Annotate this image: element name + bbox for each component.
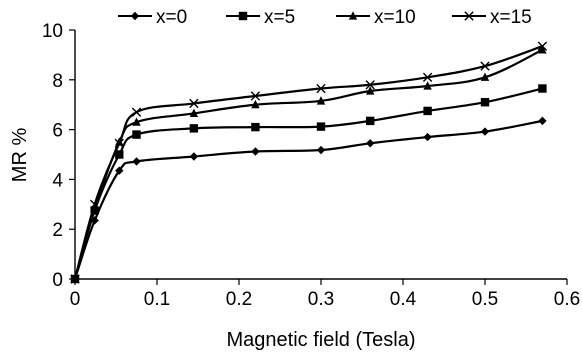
- data-point: [366, 116, 375, 126]
- data-point: [538, 84, 547, 93]
- data-point: [480, 72, 490, 81]
- data-point: [423, 132, 432, 142]
- x-tick-label: 0.1: [144, 289, 170, 310]
- y-tick-label: 0: [52, 270, 63, 291]
- legend-item: x=5: [226, 7, 295, 28]
- series-line: [73, 87, 543, 280]
- x-tick-label: 0: [70, 289, 81, 310]
- data-point: [537, 41, 548, 51]
- data-point: [365, 80, 375, 90]
- data-point: [538, 45, 547, 54]
- x-tick-label: 0.5: [472, 289, 498, 310]
- data-point: [70, 274, 80, 284]
- cross-stroke: [480, 61, 490, 71]
- cross-stroke: [464, 11, 474, 21]
- y-tick-label: 6: [52, 121, 63, 142]
- legend-item: x=15: [452, 7, 532, 28]
- data-point: [250, 91, 261, 101]
- series-x-5: [70, 84, 547, 284]
- data-point: [132, 157, 141, 166]
- legend-label: x=5: [264, 7, 295, 28]
- data-point: [131, 107, 142, 117]
- series-group: [70, 41, 548, 284]
- data-point: [132, 130, 141, 139]
- cross-stroke: [131, 107, 142, 117]
- legend-label: x=0: [156, 7, 187, 28]
- cross-stroke: [422, 72, 433, 83]
- data-point: [189, 152, 199, 161]
- legend: x=0 x=5 x=10 x=15: [118, 7, 532, 28]
- cross-stroke: [316, 83, 326, 94]
- data-point: [538, 116, 547, 126]
- data-point: [251, 147, 260, 156]
- data-point: [423, 106, 432, 116]
- data-point: [89, 199, 100, 209]
- data-point: [480, 61, 490, 71]
- cross-stroke: [189, 98, 199, 109]
- data-point: [422, 72, 433, 83]
- legend-marker: [130, 11, 140, 21]
- cross-stroke: [89, 199, 100, 209]
- data-point: [132, 117, 141, 126]
- legend-label: x=15: [490, 7, 532, 28]
- data-point: [423, 81, 432, 90]
- y-tick-label: 4: [52, 170, 63, 191]
- data-point: [366, 86, 375, 95]
- series-line: [73, 48, 543, 280]
- data-point: [251, 99, 260, 109]
- y-tick-label: 8: [52, 71, 63, 92]
- data-point: [189, 124, 199, 133]
- x-axis-label: Magnetic field (Tesla): [227, 329, 416, 351]
- cross-stroke: [114, 138, 124, 148]
- legend-marker: [348, 11, 358, 20]
- data-point: [480, 98, 490, 107]
- data-point: [114, 138, 124, 148]
- series-x-15: [70, 41, 548, 284]
- legend-label: x=10: [374, 7, 416, 28]
- x-tick-label: 0.2: [226, 289, 252, 310]
- series-line: [73, 119, 543, 280]
- y-tick-label: 10: [42, 21, 63, 42]
- data-point: [480, 127, 490, 136]
- data-point: [316, 83, 326, 94]
- legend-marker: [464, 11, 474, 21]
- series-x-10: [70, 45, 547, 283]
- y-axis-label: MR %: [9, 128, 31, 183]
- legend-marker: [238, 11, 248, 21]
- data-point: [316, 122, 326, 131]
- data-point: [251, 122, 260, 132]
- data-point: [189, 98, 199, 109]
- x-tick-label: 0.3: [308, 289, 334, 310]
- data-point: [189, 108, 199, 118]
- data-point: [316, 96, 326, 105]
- legend-item: x=0: [118, 7, 187, 28]
- legend-item: x=10: [336, 7, 416, 28]
- data-point: [115, 166, 124, 175]
- cross-stroke: [250, 91, 261, 101]
- cross-stroke: [365, 80, 375, 90]
- cross-stroke: [70, 274, 80, 284]
- axes: [74, 30, 567, 280]
- x-tick-label: 0.4: [390, 289, 417, 310]
- series-x-0: [70, 116, 547, 284]
- x-tick-label: 0.6: [554, 289, 580, 310]
- ticks: 0 2 4 6 8 10 0 0.1 0.2 0.3 0.4 0.5 0.6: [42, 21, 580, 310]
- data-point: [115, 150, 124, 159]
- data-point: [366, 139, 375, 148]
- data-point: [316, 145, 326, 155]
- cross-stroke: [537, 41, 548, 51]
- y-tick-label: 2: [52, 220, 63, 241]
